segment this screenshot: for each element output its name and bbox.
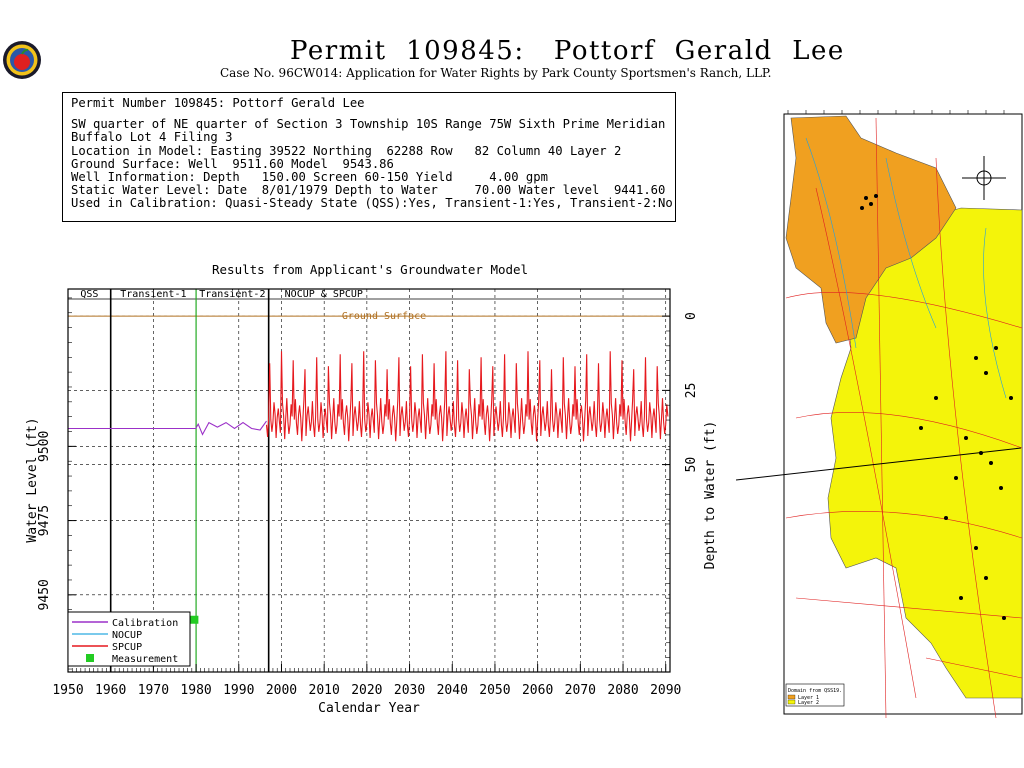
static-water-level-line: Static Water Level: Date 8/01/1979 Depth… — [71, 183, 666, 198]
well-locator-line — [736, 447, 1022, 481]
map-legend-title: Domain from QSS19. — [788, 688, 842, 694]
x-tick-label: 2070 — [565, 683, 596, 698]
map-column-ticks — [787, 110, 1005, 114]
x-tick-label: 2040 — [437, 683, 468, 698]
ground-surface-label: Ground Surface — [342, 311, 426, 322]
series-line-spcup — [265, 351, 669, 442]
map-roads — [785, 117, 1023, 719]
x-tick-label: 2020 — [351, 683, 382, 698]
model-location-line: Location in Model: Easting 39522 Northin… — [71, 143, 622, 158]
y2-tick-label: 50 — [684, 457, 699, 473]
calibration-usage-line: Used in Calibration: Quasi-Steady State … — [71, 196, 673, 211]
x-tick-label: 2030 — [394, 683, 425, 698]
period-label: QSS — [80, 289, 98, 300]
subdivision-line: Buffalo Lot 4 Filing 3 — [71, 130, 233, 145]
y2-tick-label: 0 — [684, 312, 699, 320]
page-subtitle: Case No. 96CW014: Application for Water … — [220, 66, 772, 80]
period-label: Transient-2 — [199, 289, 265, 300]
x-tick-label: 2000 — [266, 683, 297, 698]
x-tick-label: 2050 — [479, 683, 510, 698]
y-axis-label: Water Level (ft) — [25, 417, 40, 542]
map-legend-layer2-label: Layer 2 — [798, 700, 819, 706]
legend-swatch-measurement — [86, 654, 94, 662]
y2-tick-label: 25 — [684, 383, 699, 399]
y-tick-label: 9500 — [37, 431, 52, 462]
series-line-calibration — [68, 420, 267, 436]
y-tick-label: 9450 — [37, 579, 52, 610]
page-title: Permit 109845: Pottorf Gerald Lee — [290, 36, 845, 66]
legend-label-nocup: NOCUP — [112, 630, 142, 641]
period-label: Transient-1 — [120, 289, 186, 300]
grid-lines: Ground Surface — [67, 289, 670, 672]
legend-label-measurement: Measurement — [112, 654, 178, 665]
chart-title: Results from Applicant's Groundwater Mod… — [212, 262, 529, 277]
series-lines — [68, 351, 669, 624]
plot-frame — [67, 288, 671, 673]
legend-label-calibration: Calibration — [112, 618, 178, 629]
permit-info-box: Permit Number 109845: Pottorf Gerald Lee… — [62, 92, 676, 222]
map-layer2-area — [827, 207, 1023, 699]
measurement-marker — [190, 615, 199, 624]
x-tick-label: 1980 — [180, 683, 211, 698]
axes: 1950 1960 1970 1980 1990 2000 2010 2020 2030 2040… — [37, 297, 699, 698]
permit-number-line: Permit Number 109845: Pottorf Gerald Lee — [71, 96, 365, 110]
ground-surface-line: Ground Surface: Well 9511.60 Model 9543.… — [71, 156, 394, 171]
x-tick-label: 2060 — [522, 683, 553, 698]
legal-description-line: SW quarter of NE quarter of Section 3 To… — [71, 117, 666, 132]
x-tick-label: 1950 — [52, 683, 83, 698]
x-tick-label: 1960 — [95, 683, 126, 698]
state-seal-icon — [3, 41, 41, 79]
y2-axis-label: Depth to Water (ft) — [703, 421, 718, 570]
period-bands: QSS Transient-1 Transient-2 NOCUP & SPCUP — [68, 289, 670, 672]
y-tick-label: 9475 — [37, 505, 52, 536]
x-tick-label: 1990 — [223, 683, 254, 698]
map-layer1-area — [785, 115, 957, 344]
map-legend-layer1-swatch — [787, 694, 796, 700]
x-tick-label: 2090 — [650, 683, 681, 698]
north-arrow-icon — [962, 156, 1006, 200]
x-axis-label: Calendar Year — [318, 701, 420, 716]
map-legend-layer1-label: Layer 1 — [798, 695, 819, 701]
map-legend-layer2-swatch — [787, 699, 796, 705]
map-streams — [805, 137, 1007, 399]
map-wells — [860, 194, 1013, 620]
x-tick-label: 2010 — [309, 683, 340, 698]
x-tick-label: 2080 — [607, 683, 638, 698]
water-level-chart: Ground Surface QSS Transient-1 Transient-2… — [25, 288, 718, 716]
x-tick-label: 1970 — [138, 683, 169, 698]
period-label: NOCUP & SPCUP — [285, 289, 363, 300]
legend-label-spcup: SPCUP — [112, 642, 142, 653]
map-legend-box — [785, 683, 845, 707]
model-domain-map: Domain from QSS19. Layer 1 Layer 2 — [736, 110, 1023, 719]
well-information-line: Well Information: Depth 150.00 Screen 60… — [71, 170, 548, 185]
